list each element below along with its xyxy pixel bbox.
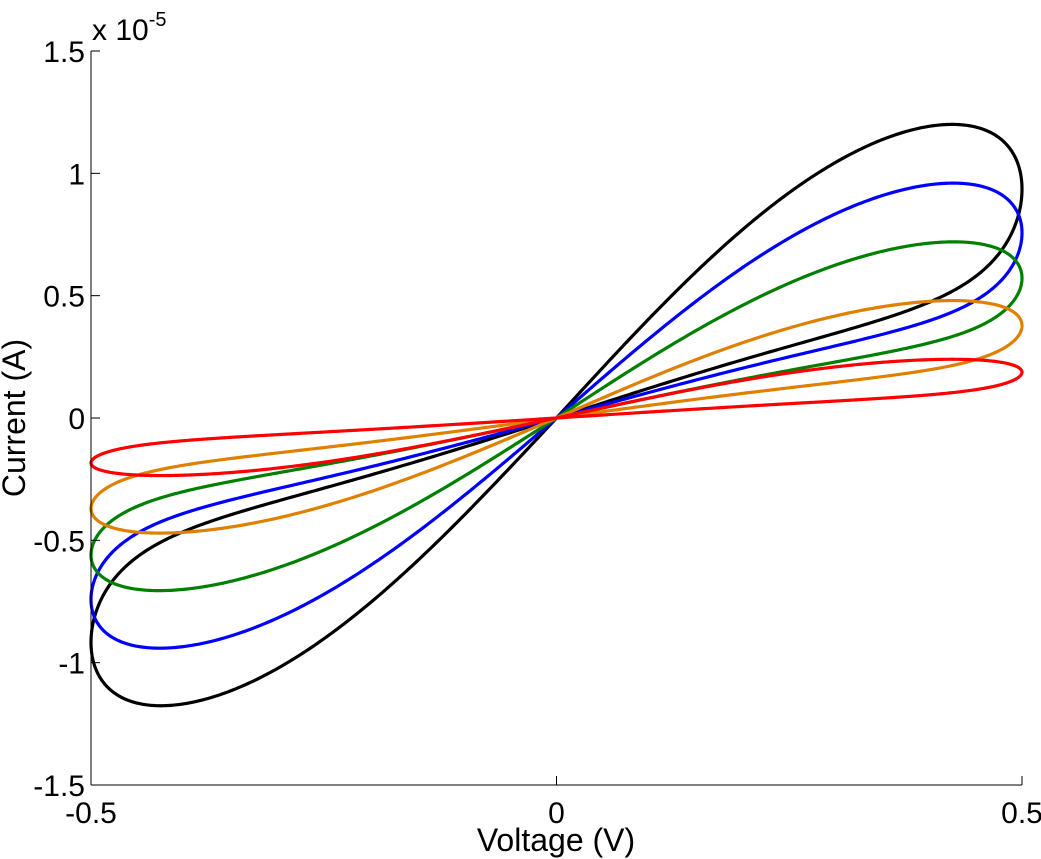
x-tick-label: 0 (548, 797, 565, 830)
y-tick-label: 0 (68, 403, 85, 436)
series-green-line (89, 240, 1024, 593)
series-red-line (89, 357, 1024, 478)
y-tick-label: 0.5 (43, 281, 85, 314)
y-scale-factor: x 10-5 (92, 9, 167, 47)
y-axis-title: Current (A) (0, 339, 32, 497)
ticks-layer: -0.5 0 0.5 -1.5 -1 -0.5 0 0.5 1 1.5 (33, 36, 1041, 830)
y-tick-label: -1 (58, 648, 85, 681)
y-tick-label: -0.5 (33, 525, 85, 558)
x-axis-title: Voltage (V) (477, 822, 635, 858)
y-scale-exponent: -5 (149, 9, 167, 31)
y-tick-label: 1 (68, 158, 85, 191)
y-tick-label: -1.5 (33, 770, 85, 803)
y-tick-label: 1.5 (43, 36, 85, 69)
series-layer (89, 122, 1024, 708)
series-black-line (89, 122, 1024, 708)
y-scale-base: x 10 (92, 14, 149, 47)
x-tick-label: -0.5 (65, 797, 117, 830)
x-tick-label: 0.5 (1001, 797, 1041, 830)
